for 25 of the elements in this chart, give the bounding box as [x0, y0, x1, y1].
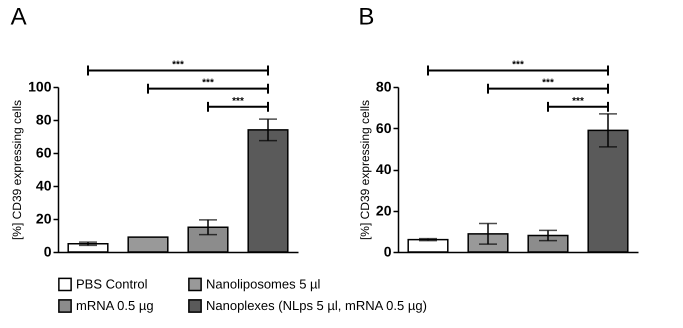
y-tick-label: 0 — [384, 244, 392, 260]
y-tick-label: 60 — [36, 144, 52, 160]
y-tick-label: 20 — [376, 202, 392, 218]
y-tick-label: 0 — [44, 244, 52, 260]
y-tick-label: 20 — [36, 210, 52, 226]
text: *** — [172, 60, 184, 70]
legend-label: mRNA 0.5 µg — [76, 298, 154, 313]
annotation: *** — [542, 78, 554, 89]
y-tick-label: 40 — [376, 161, 392, 177]
legend-label: Nanoliposomes 5 µl — [206, 276, 321, 292]
y-tick-label: 60 — [376, 120, 392, 136]
y-tick-label: 100 — [28, 78, 52, 94]
annotation: *** — [232, 96, 244, 107]
chart-title: B — [358, 4, 374, 30]
annotation: *** — [572, 96, 584, 107]
chart-title: A — [10, 4, 27, 30]
y-tick-label: 80 — [36, 112, 52, 128]
legend-label: PBS Control — [76, 276, 148, 292]
y-axis-title: [%] CD39 expressing cells — [358, 100, 372, 240]
annotation: *** — [202, 78, 214, 89]
y-tick-label: 80 — [376, 78, 392, 94]
y-tick-label: 40 — [36, 178, 52, 194]
legend-label: Nanoplexes (NLps 5 µl, mRNA 0.5 µg) — [206, 298, 427, 313]
y-axis-title: [%] CD39 expressing cells — [10, 100, 24, 240]
text: *** — [512, 60, 524, 70]
